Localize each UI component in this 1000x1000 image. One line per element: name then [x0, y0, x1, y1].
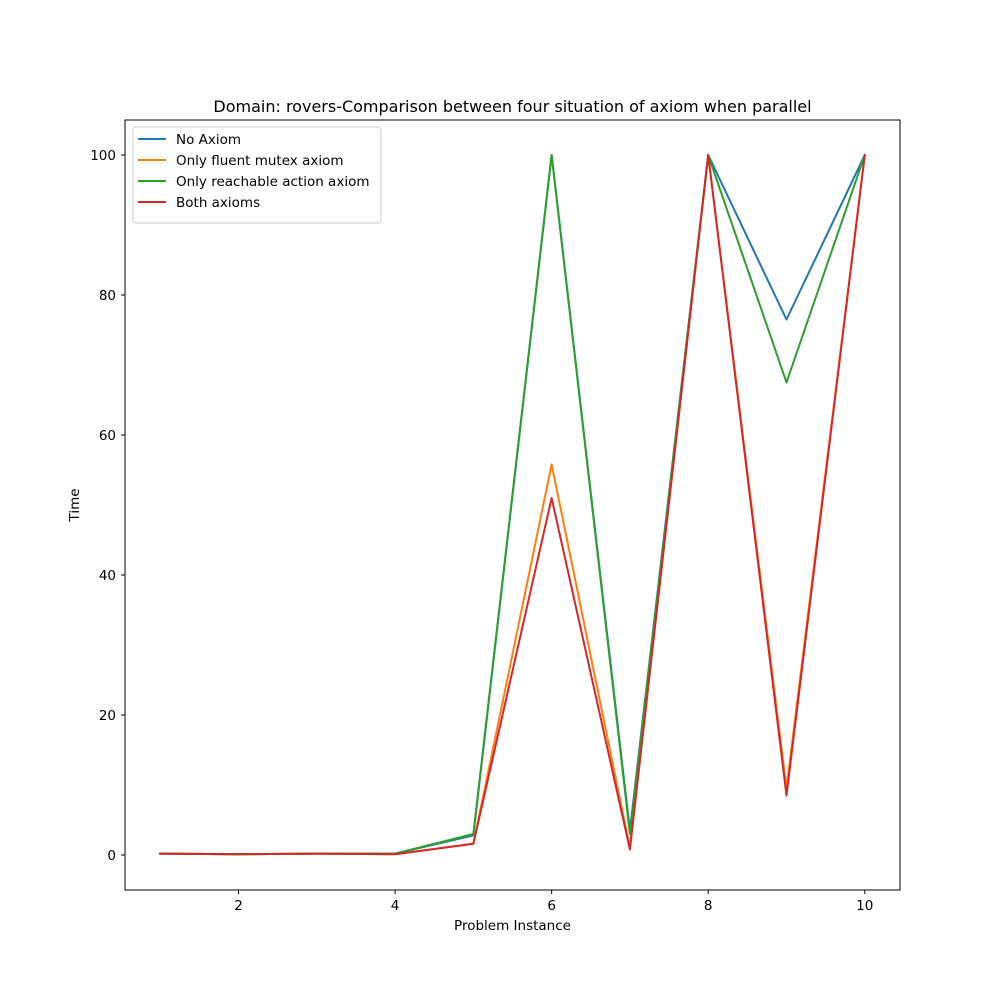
chart-title: Domain: rovers-Comparison between four s…	[213, 97, 811, 116]
x-tick-label: 4	[391, 898, 400, 914]
legend-label-2: Only reachable action axiom	[176, 174, 369, 190]
x-tick-label: 10	[856, 898, 873, 914]
legend-label-1: Only fluent mutex axiom	[176, 153, 344, 169]
x-tick-label: 6	[547, 898, 556, 914]
x-axis-label: Problem Instance	[454, 918, 571, 934]
legend: No Axiom Only fluent mutex axiom Only reac…	[132, 126, 382, 224]
y-tick-label: 60	[99, 428, 116, 444]
y-tick-label: 40	[99, 568, 116, 584]
axes-frame	[124, 119, 901, 891]
legend-label-0: No Axiom	[176, 132, 241, 148]
legend-box	[132, 126, 382, 224]
y-tick-label: 100	[90, 148, 116, 164]
y-axis-label: Time	[67, 488, 83, 522]
plot-area	[159, 153, 867, 856]
legend-label-3: Both axioms	[176, 195, 260, 211]
x-tick-label: 8	[704, 898, 713, 914]
y-tick-label: 20	[99, 708, 116, 724]
y-tick-label: 0	[107, 848, 116, 864]
y-tick-label: 80	[99, 288, 116, 304]
series-line-3	[159, 153, 866, 856]
x-tick-label: 2	[234, 898, 243, 914]
